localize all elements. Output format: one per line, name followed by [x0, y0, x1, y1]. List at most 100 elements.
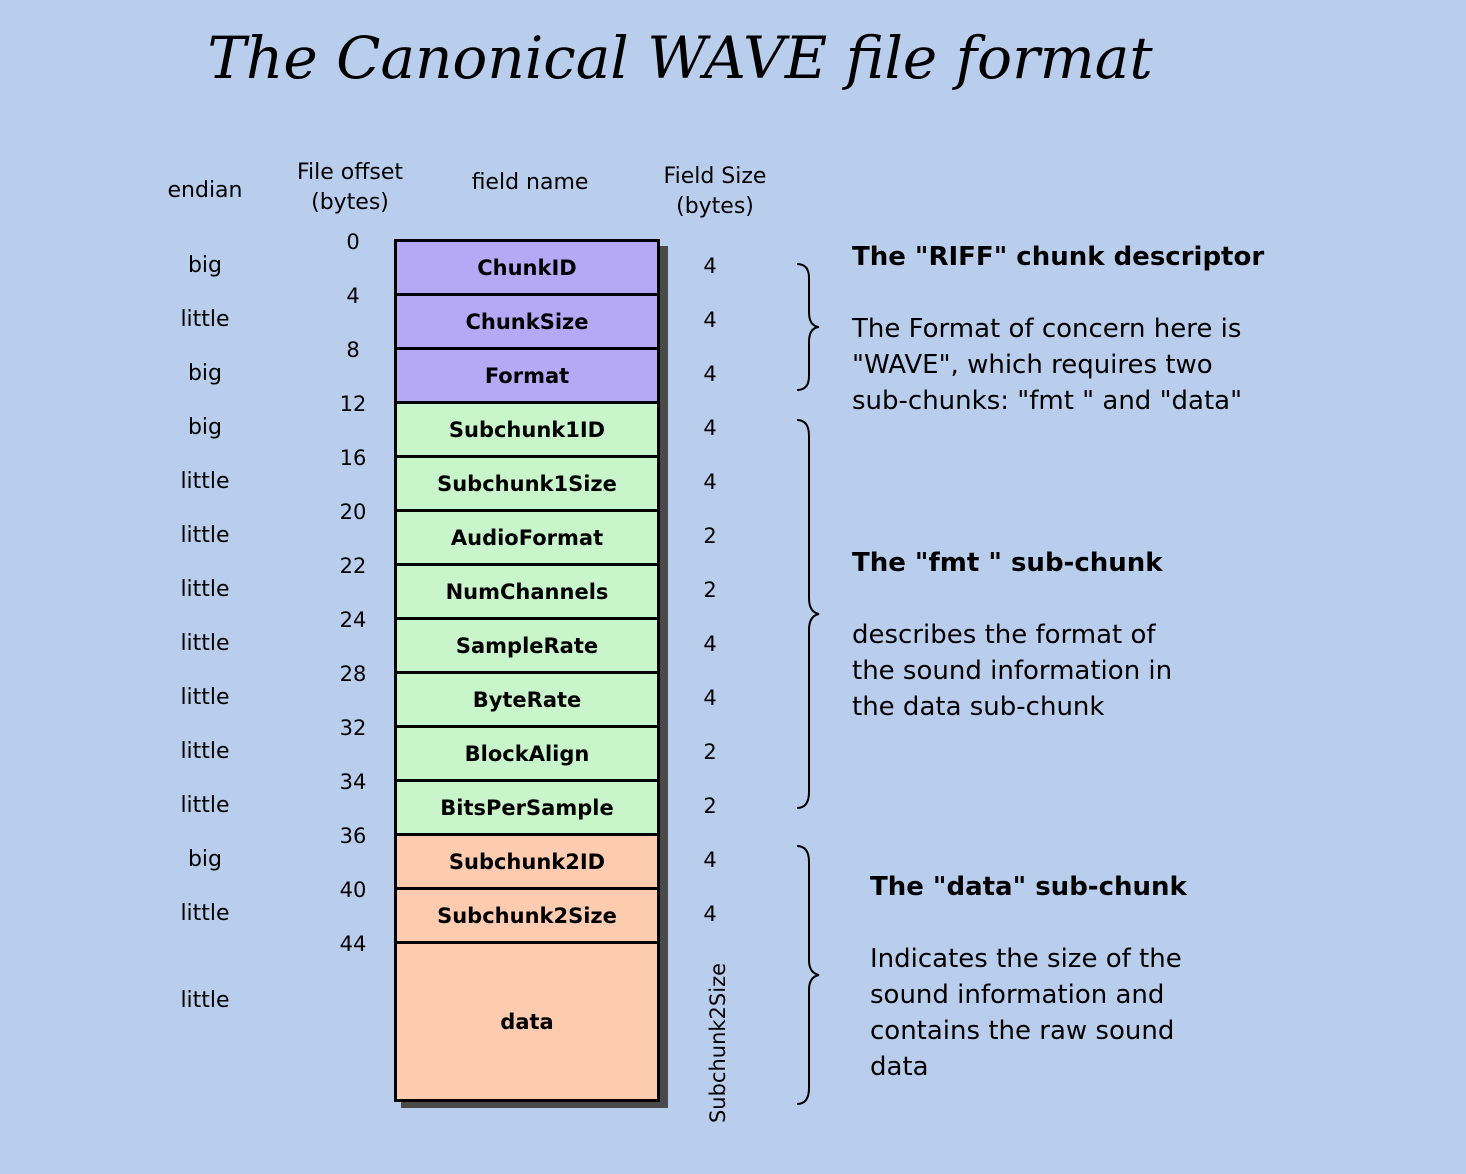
endian-value: big [187, 253, 223, 278]
endian-value: big [187, 415, 223, 440]
offset-value: 4 [346, 284, 360, 308]
fmt-desc-line: the data sub-chunk [852, 692, 1105, 722]
field-stack-bottom-border [394, 1099, 660, 1102]
field-label: ChunkID [477, 255, 577, 280]
endian-header: endian [150, 176, 260, 206]
field-chunkid: ChunkID [394, 239, 660, 293]
offset-value: 40 [339, 878, 367, 902]
offset-value: 24 [339, 608, 367, 632]
data-desc-line: Indicates the size of the [870, 944, 1182, 974]
field-size-value: 4 [703, 902, 717, 926]
field-label: NumChannels [445, 579, 609, 604]
field-blockalign: BlockAlign [394, 725, 660, 779]
field-numchannels: NumChannels [394, 563, 660, 617]
data-description: Indicates the size of the sound informat… [870, 941, 1182, 1085]
offset-value: 20 [339, 500, 367, 524]
field-size-value-vertical: Subchunk2Size [706, 962, 730, 1124]
field-subchunk2size: Subchunk2Size [394, 887, 660, 941]
field-size-value: 2 [703, 578, 717, 602]
offset-value: 28 [339, 662, 367, 686]
field-label: AudioFormat [450, 525, 604, 550]
fmt-desc-line: the sound information in [852, 656, 1173, 686]
data-heading: The "data" sub-chunk [870, 872, 1187, 902]
endian-value: little [180, 307, 230, 332]
offset-value: 22 [339, 554, 367, 578]
field-subchunk1id: Subchunk1ID [394, 401, 660, 455]
field-label: Subchunk1Size [437, 471, 617, 496]
field-size-value: 4 [703, 470, 717, 494]
field-name-header-label: field name [471, 170, 589, 195]
fmt-brace [796, 419, 820, 809]
field-byterate: ByteRate [394, 671, 660, 725]
field-label: BitsPerSample [440, 795, 614, 820]
field-size-header: Field Size (bytes) [645, 162, 785, 222]
endian-value: little [180, 523, 230, 548]
field-stack-shadow-bottom [401, 1102, 668, 1108]
offset-value: 44 [339, 932, 367, 956]
riff-desc-line: "WAVE", which requires two [852, 350, 1213, 380]
offset-value: 36 [339, 824, 367, 848]
page-title: The Canonical WAVE file format [207, 24, 1153, 92]
riff-heading: The "RIFF" chunk descriptor [852, 242, 1265, 272]
data-desc-line: sound information and [870, 980, 1165, 1010]
field-size-value: 4 [703, 632, 717, 656]
field-size-value: 2 [703, 524, 717, 548]
offset-value: 34 [339, 770, 367, 794]
endian-value: little [180, 739, 230, 764]
field-size-value: 4 [703, 686, 717, 710]
endian-value: big [187, 361, 223, 386]
offset-value: 8 [346, 338, 360, 362]
offset-header: File offset (bytes) [280, 158, 420, 218]
field-audioformat: AudioFormat [394, 509, 660, 563]
endian-value: little [180, 901, 230, 926]
endian-value: little [180, 685, 230, 710]
riff-desc-line: sub-chunks: "fmt " and "data" [852, 386, 1243, 416]
field-subchunk1size: Subchunk1Size [394, 455, 660, 509]
field-stack-shadow [660, 246, 668, 1108]
fmt-desc-line: describes the format of [852, 620, 1156, 650]
field-data: data [394, 941, 660, 1099]
fmt-description: describes the format of the sound inform… [852, 617, 1172, 725]
field-size-value: 4 [703, 416, 717, 440]
offset-value: 0 [346, 230, 360, 254]
offset-header-line1: File offset [296, 160, 404, 185]
endian-value: little [180, 793, 230, 818]
field-size-value: 2 [703, 794, 717, 818]
endian-value: little [180, 988, 230, 1013]
field-format: Format [394, 347, 660, 401]
field-name-header: field name [430, 168, 630, 198]
field-size-value: 4 [703, 362, 717, 386]
data-brace [796, 845, 820, 1105]
data-desc-line: contains the raw sound [870, 1016, 1175, 1046]
riff-desc-line: The Format of concern here is [852, 314, 1242, 344]
field-label: ByteRate [472, 687, 582, 712]
endian-value: little [180, 631, 230, 656]
field-subchunk2id: Subchunk2ID [394, 833, 660, 887]
endian-value: big [187, 847, 223, 872]
fmt-heading: The "fmt " sub-chunk [852, 548, 1163, 578]
endian-header-label: endian [167, 178, 243, 203]
field-label: BlockAlign [464, 741, 590, 766]
riff-brace [796, 263, 820, 391]
offset-value: 32 [339, 716, 367, 740]
offset-header-line2: (bytes) [311, 190, 389, 215]
field-chunksize: ChunkSize [394, 293, 660, 347]
endian-value: little [180, 469, 230, 494]
field-size-value: 4 [703, 308, 717, 332]
field-label: data [500, 1009, 554, 1034]
field-size-value: 2 [703, 740, 717, 764]
field-bitspersample: BitsPerSample [394, 779, 660, 833]
field-label: Subchunk2ID [448, 849, 606, 874]
riff-description: The Format of concern here is "WAVE", wh… [852, 311, 1242, 419]
field-samplerate: SampleRate [394, 617, 660, 671]
offset-value: 12 [339, 392, 367, 416]
field-size-header-line1: Field Size [663, 164, 767, 189]
data-desc-line: data [870, 1052, 929, 1082]
field-size-header-line2: (bytes) [676, 194, 754, 219]
field-size-value: 4 [703, 848, 717, 872]
field-label: SampleRate [455, 633, 599, 658]
endian-value: little [180, 577, 230, 602]
field-label: Format [484, 363, 570, 388]
field-label: ChunkSize [465, 309, 589, 334]
offset-value: 16 [339, 446, 367, 470]
